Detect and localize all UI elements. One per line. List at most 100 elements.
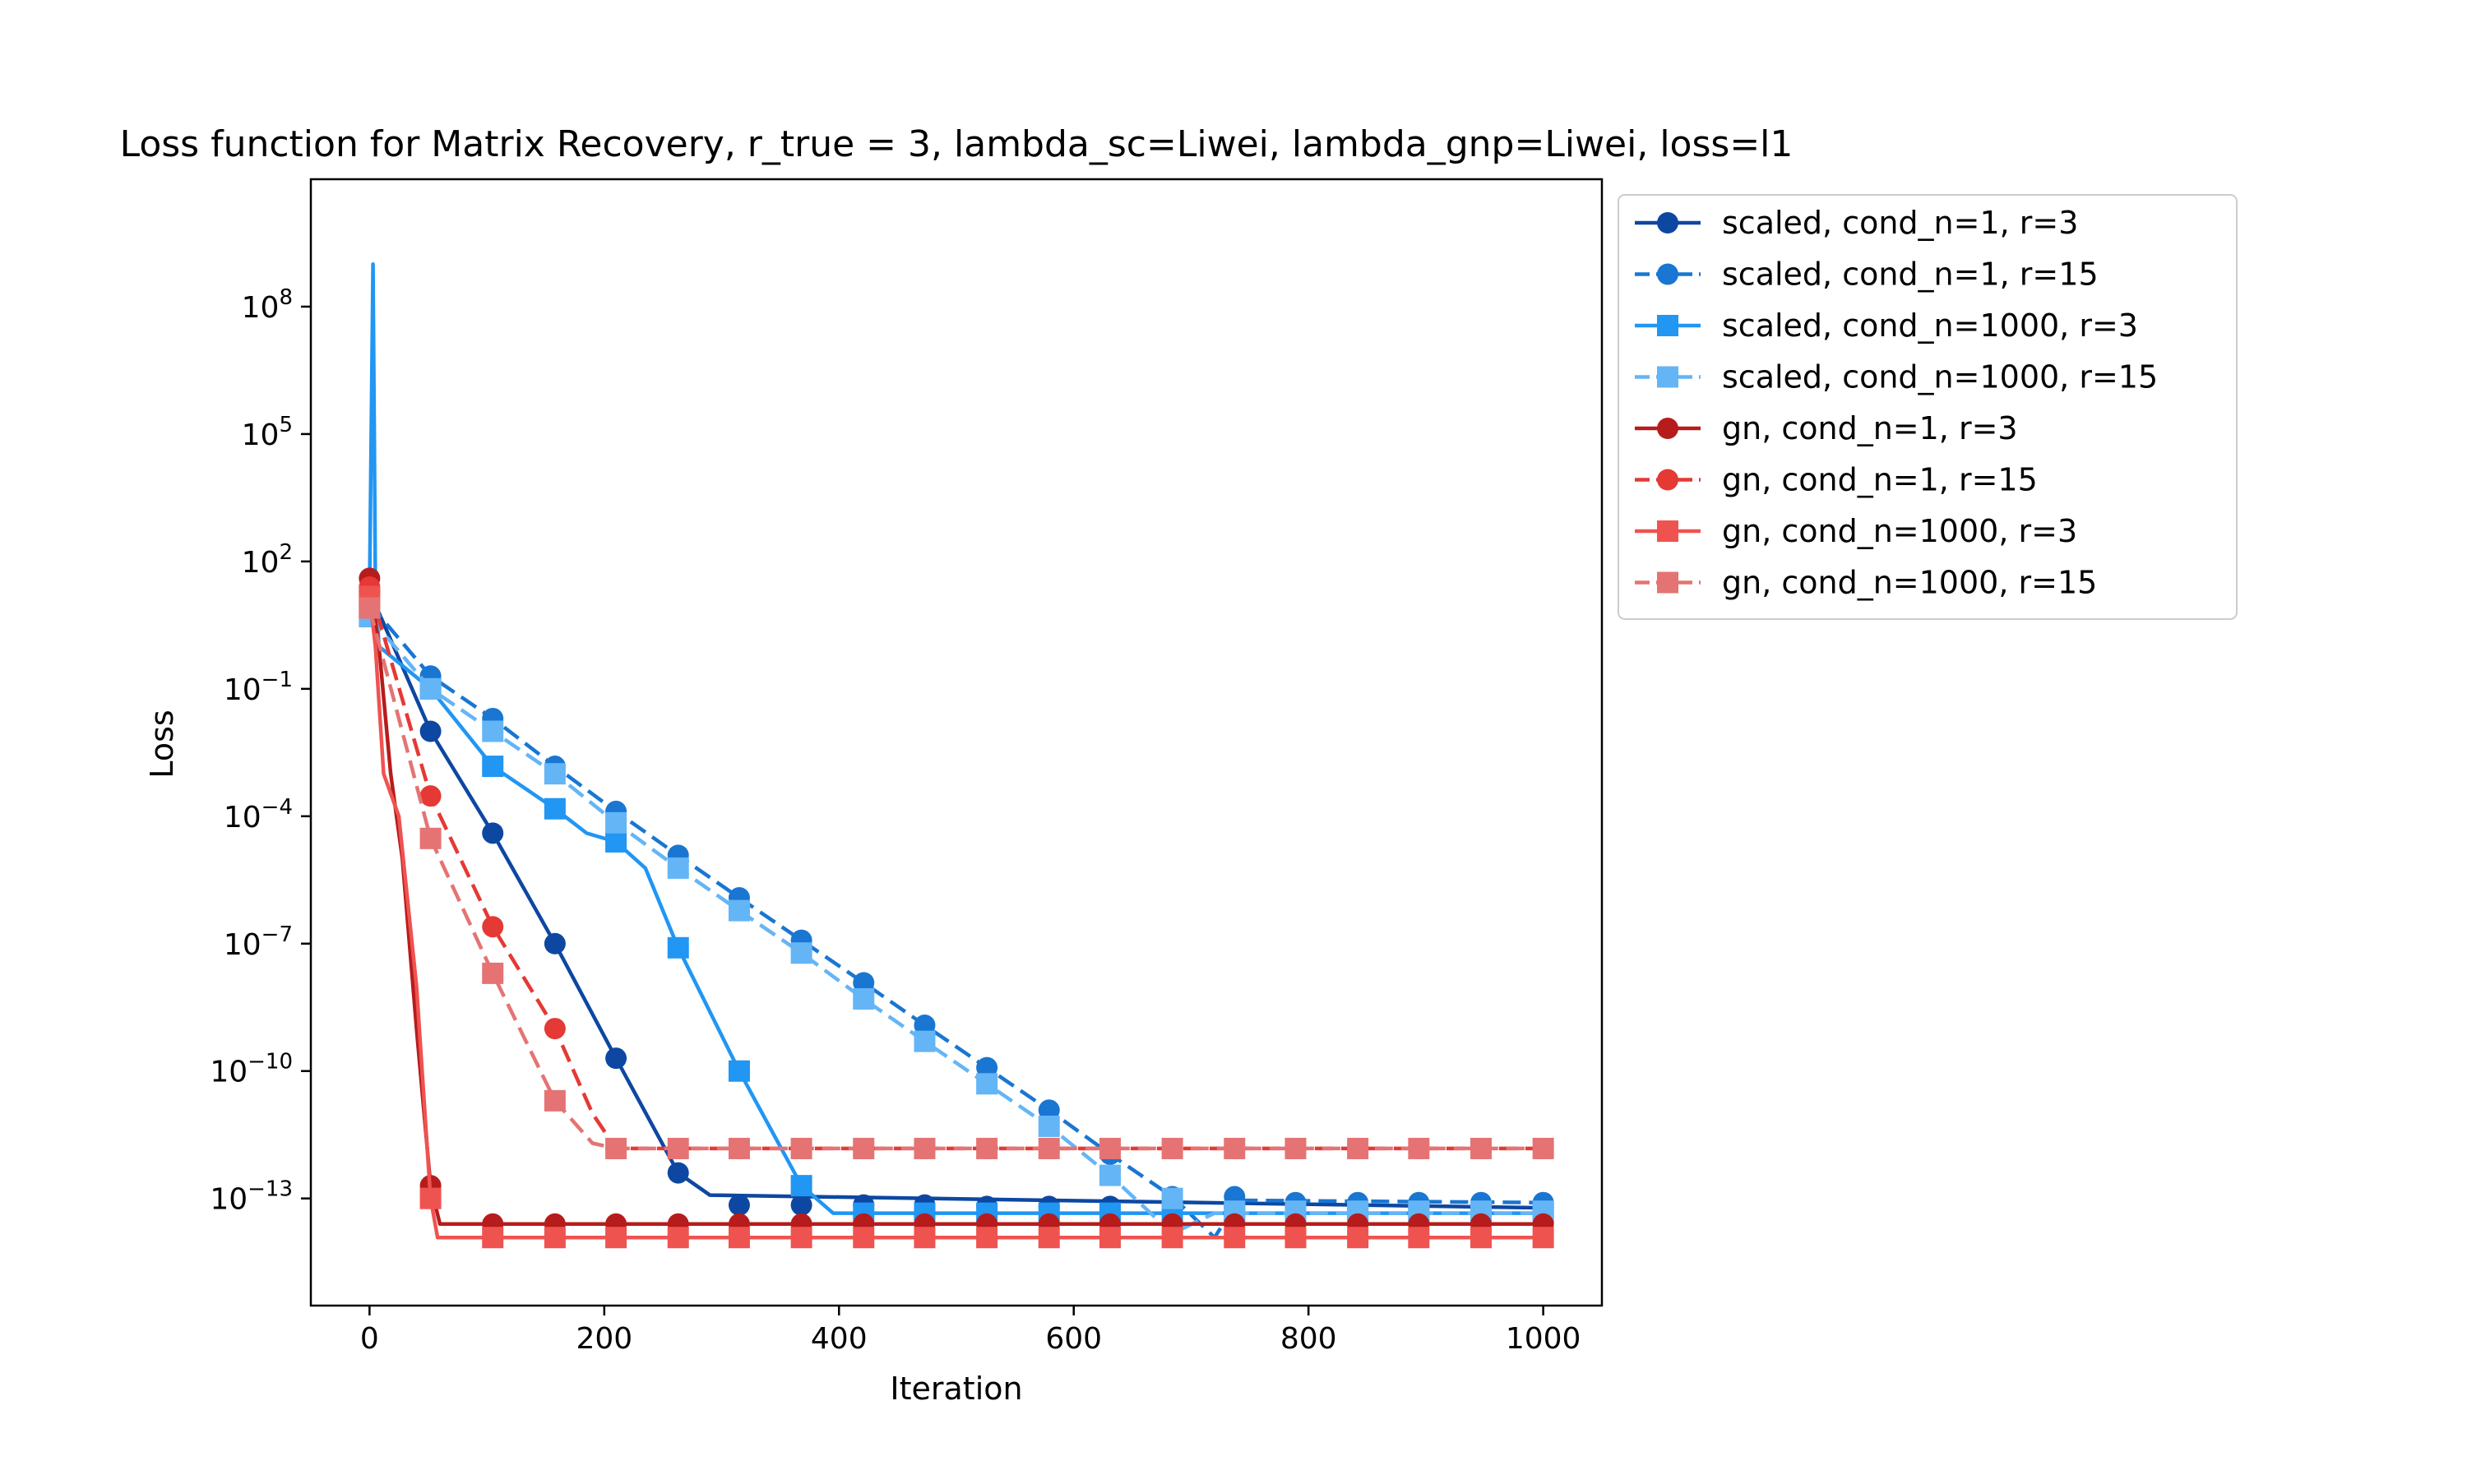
series-3 <box>359 606 1554 1236</box>
x-axis-label: Iteration <box>890 1371 1022 1407</box>
series-6-point-2 <box>482 1227 504 1249</box>
series-0-point-4 <box>605 1047 627 1070</box>
legend-label-3: scaled, cond_n=1000, r=15 <box>1722 359 2158 395</box>
series-6 <box>359 585 1554 1249</box>
series-6-point-4 <box>605 1227 627 1249</box>
series-2-point-6 <box>790 1175 812 1197</box>
series-0-point-5 <box>667 1162 689 1184</box>
series-6-point-16 <box>1347 1227 1369 1249</box>
series-2-point-2 <box>544 797 566 820</box>
x-tick-label-2: 400 <box>811 1322 868 1356</box>
series-1-point-8 <box>853 972 875 994</box>
series-1-point-9 <box>914 1014 936 1036</box>
series-3-point-2 <box>482 720 504 742</box>
series-7-point-9 <box>914 1137 936 1159</box>
series-3-point-8 <box>853 987 875 1010</box>
series-5-point-1 <box>419 785 442 807</box>
plot-frame <box>309 178 1604 1307</box>
series-7-point-6 <box>728 1137 750 1159</box>
legend-marker-2 <box>1657 315 1678 336</box>
series-6-point-5 <box>667 1227 689 1249</box>
series-7-point-3 <box>544 1089 566 1112</box>
series-0-point-6 <box>728 1194 750 1216</box>
series-5-point-3 <box>544 1018 566 1040</box>
series-2-point-4 <box>667 936 689 959</box>
series-0-point-1 <box>419 720 442 742</box>
legend-item-3: scaled, cond_n=1000, r=15 <box>1635 359 2158 395</box>
series-6-point-10 <box>976 1227 998 1249</box>
legend-marker-1 <box>1657 263 1678 285</box>
legend-item-5: gn, cond_n=1, r=15 <box>1635 462 2038 498</box>
chart-title: Loss function for Matrix Recovery, r_tru… <box>120 123 1794 165</box>
legend-marker-7 <box>1657 571 1678 594</box>
series-3-point-10 <box>976 1073 998 1095</box>
x-tick-label-4: 800 <box>1280 1322 1337 1356</box>
series-3-point-13 <box>1161 1187 1183 1209</box>
x-tick-label-0: 0 <box>360 1322 379 1356</box>
series-6-point-14 <box>1224 1227 1246 1249</box>
series-6-point-17 <box>1408 1227 1430 1249</box>
series-2-point-1 <box>482 756 504 778</box>
series-6-line <box>368 596 1544 1240</box>
legend-marker-3 <box>1657 366 1678 388</box>
series-6-point-12 <box>1099 1227 1121 1249</box>
series-1-point-10 <box>976 1056 998 1079</box>
legend-marker-6 <box>1657 520 1678 542</box>
series-7-point-12 <box>1099 1137 1121 1159</box>
y-axis-label: Loss <box>144 710 180 778</box>
x-tick-label-3: 600 <box>1045 1322 1102 1356</box>
series-7-point-0 <box>359 597 381 619</box>
series-6-point-11 <box>1038 1227 1060 1249</box>
series-7-point-17 <box>1408 1137 1430 1159</box>
series-3-point-11 <box>1038 1115 1060 1137</box>
series-7-point-1 <box>419 827 442 849</box>
series-3-point-5 <box>667 857 689 879</box>
legend-label-2: scaled, cond_n=1000, r=3 <box>1722 307 2138 344</box>
series-7-point-13 <box>1161 1137 1183 1159</box>
x-tick-label-1: 200 <box>576 1322 632 1356</box>
series-0-point-3 <box>544 932 566 955</box>
series-layer <box>359 262 1554 1249</box>
series-6-point-1 <box>419 1187 442 1209</box>
series-7-point-2 <box>482 962 504 984</box>
series-6-point-19 <box>1532 1227 1554 1249</box>
legend-label-7: gn, cond_n=1000, r=15 <box>1722 565 2097 601</box>
series-6-point-6 <box>728 1227 750 1249</box>
series-3-line <box>368 615 1544 1236</box>
series-7-point-7 <box>790 1137 812 1159</box>
series-7-point-10 <box>976 1137 998 1159</box>
series-3-point-3 <box>544 763 566 785</box>
series-2-point-3 <box>605 830 627 853</box>
legend-label-6: gn, cond_n=1000, r=3 <box>1722 513 2077 549</box>
series-7-point-19 <box>1532 1137 1554 1159</box>
legend-item-4: gn, cond_n=1, r=3 <box>1635 410 2018 446</box>
legend-marker-0 <box>1657 212 1678 233</box>
legend-marker-4 <box>1657 418 1678 439</box>
series-7-point-14 <box>1224 1137 1246 1159</box>
legend-item-0: scaled, cond_n=1, r=3 <box>1635 205 2078 241</box>
legend-item-6: gn, cond_n=1000, r=3 <box>1635 513 2077 549</box>
legend-item-1: scaled, cond_n=1, r=15 <box>1635 257 2099 293</box>
series-3-point-7 <box>790 942 812 964</box>
series-0-point-7 <box>790 1194 812 1216</box>
y-tick-label-5: 10−7 <box>224 922 293 962</box>
series-7 <box>359 597 1554 1159</box>
series-6-point-18 <box>1470 1227 1492 1249</box>
series-5-point-2 <box>482 916 504 938</box>
legend-item-2: scaled, cond_n=1000, r=3 <box>1635 307 2138 344</box>
series-7-point-15 <box>1284 1137 1307 1159</box>
legend-label-4: gn, cond_n=1, r=3 <box>1722 410 2018 446</box>
legend-label-0: scaled, cond_n=1, r=3 <box>1722 205 2078 241</box>
series-7-point-11 <box>1038 1137 1060 1159</box>
series-7-point-5 <box>667 1137 689 1159</box>
series-6-point-3 <box>544 1227 566 1249</box>
series-3-point-1 <box>419 677 442 700</box>
legend-item-7: gn, cond_n=1000, r=15 <box>1635 565 2097 601</box>
series-1-point-11 <box>1038 1099 1060 1121</box>
series-0-line <box>368 590 1544 1210</box>
ticks-layer: 0 200 400 600 800 100010810510210−110−410−710… <box>210 285 1581 1356</box>
legend-box <box>1618 194 2238 620</box>
series-7-point-8 <box>853 1137 875 1159</box>
